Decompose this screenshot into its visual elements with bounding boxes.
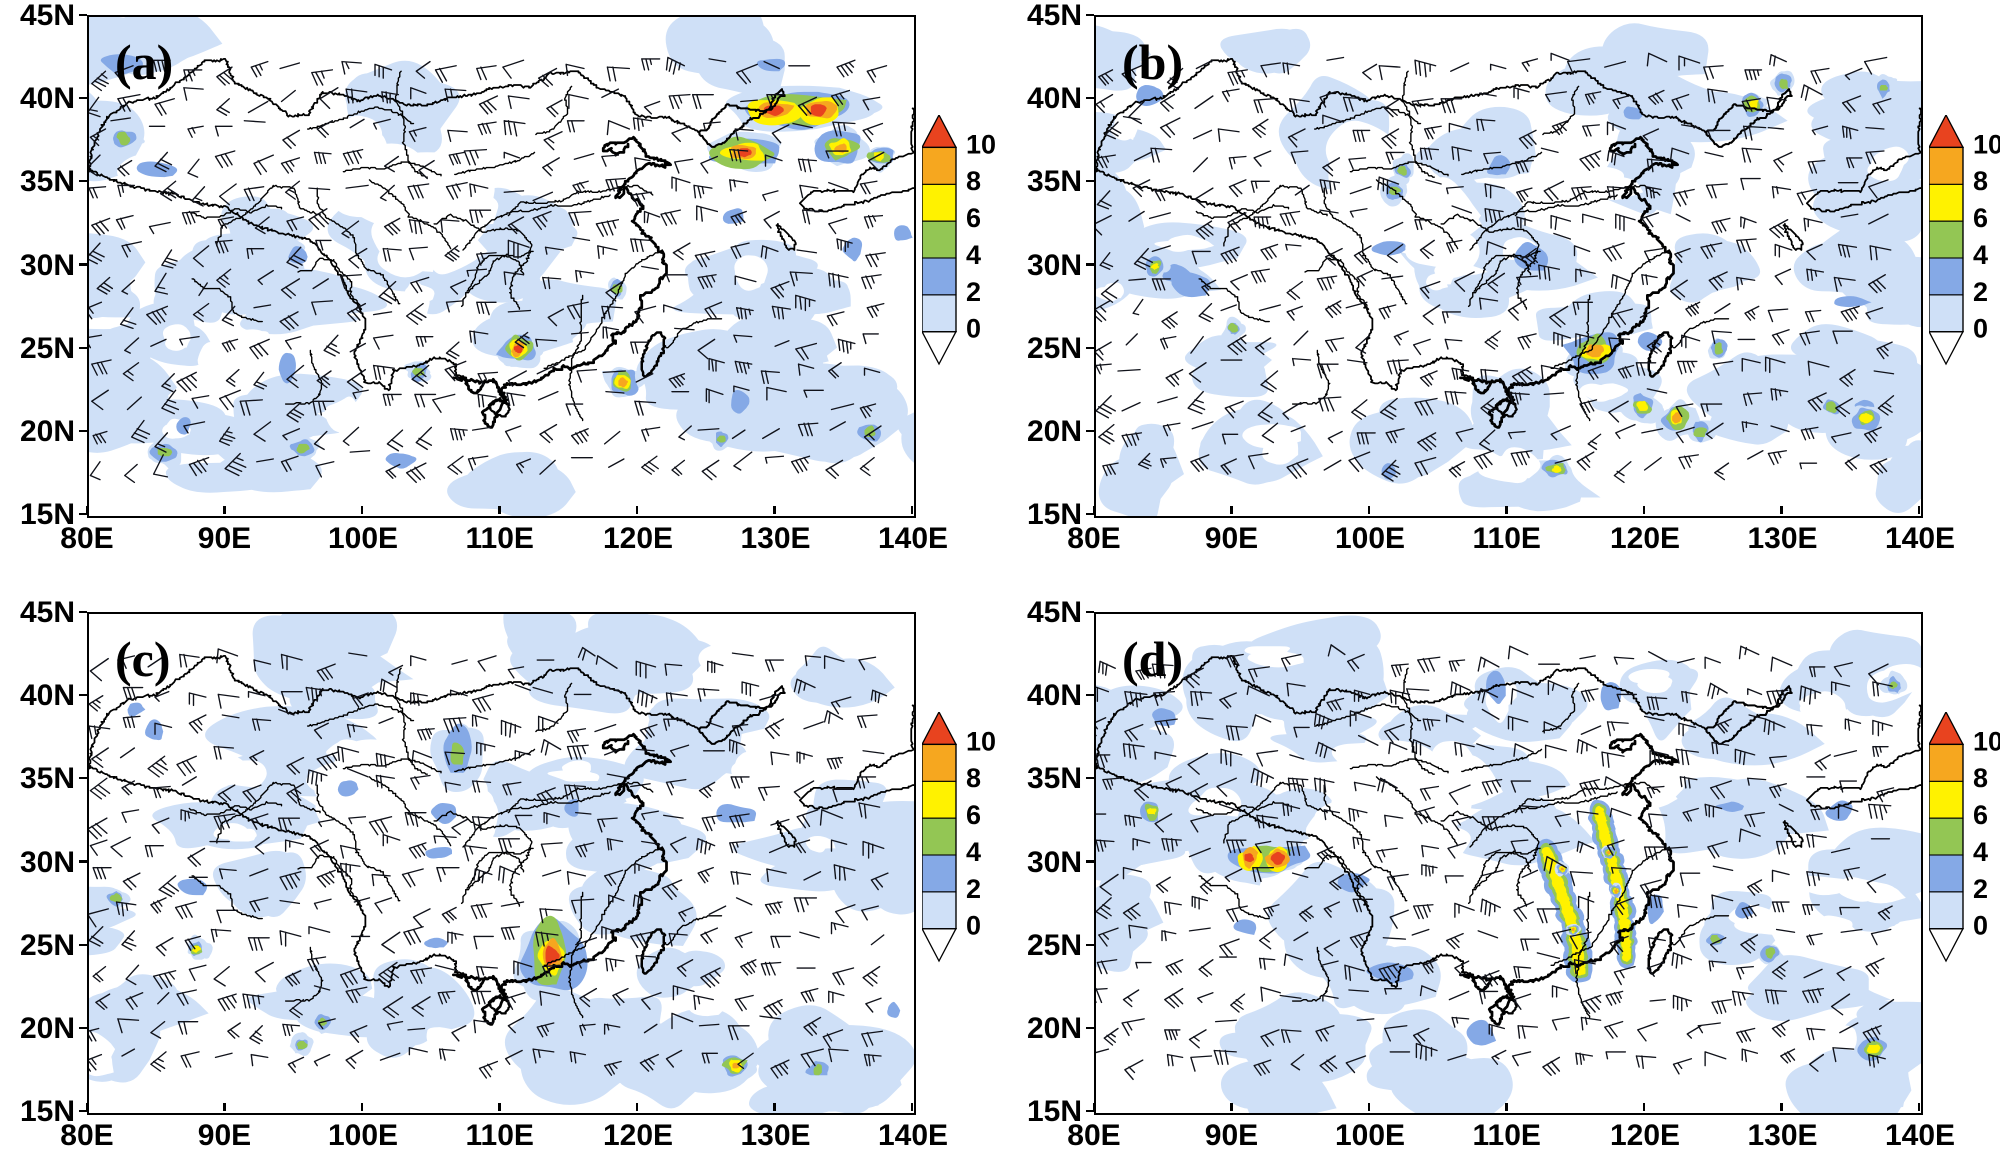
svg-text:2: 2 <box>1973 277 1988 307</box>
svg-text:0: 0 <box>966 911 981 941</box>
svg-text:10: 10 <box>1973 726 2000 756</box>
svg-text:8: 8 <box>966 763 981 793</box>
svg-text:4: 4 <box>966 837 981 867</box>
svg-text:6: 6 <box>966 203 981 233</box>
svg-text:4: 4 <box>1973 240 1988 270</box>
svg-text:10: 10 <box>966 129 996 159</box>
svg-text:2: 2 <box>1973 874 1988 904</box>
svg-text:6: 6 <box>1973 203 1988 233</box>
svg-text:4: 4 <box>966 240 981 270</box>
svg-text:10: 10 <box>966 726 996 756</box>
svg-text:0: 0 <box>966 314 981 344</box>
svg-text:8: 8 <box>1973 763 1988 793</box>
svg-text:8: 8 <box>1973 166 1988 196</box>
svg-text:0: 0 <box>1973 911 1988 941</box>
svg-text:10: 10 <box>1973 129 2000 159</box>
svg-text:2: 2 <box>966 277 981 307</box>
svg-text:4: 4 <box>1973 837 1988 867</box>
svg-text:0: 0 <box>1973 314 1988 344</box>
svg-text:2: 2 <box>966 874 981 904</box>
svg-text:6: 6 <box>966 800 981 830</box>
svg-text:6: 6 <box>1973 800 1988 830</box>
svg-text:8: 8 <box>966 166 981 196</box>
